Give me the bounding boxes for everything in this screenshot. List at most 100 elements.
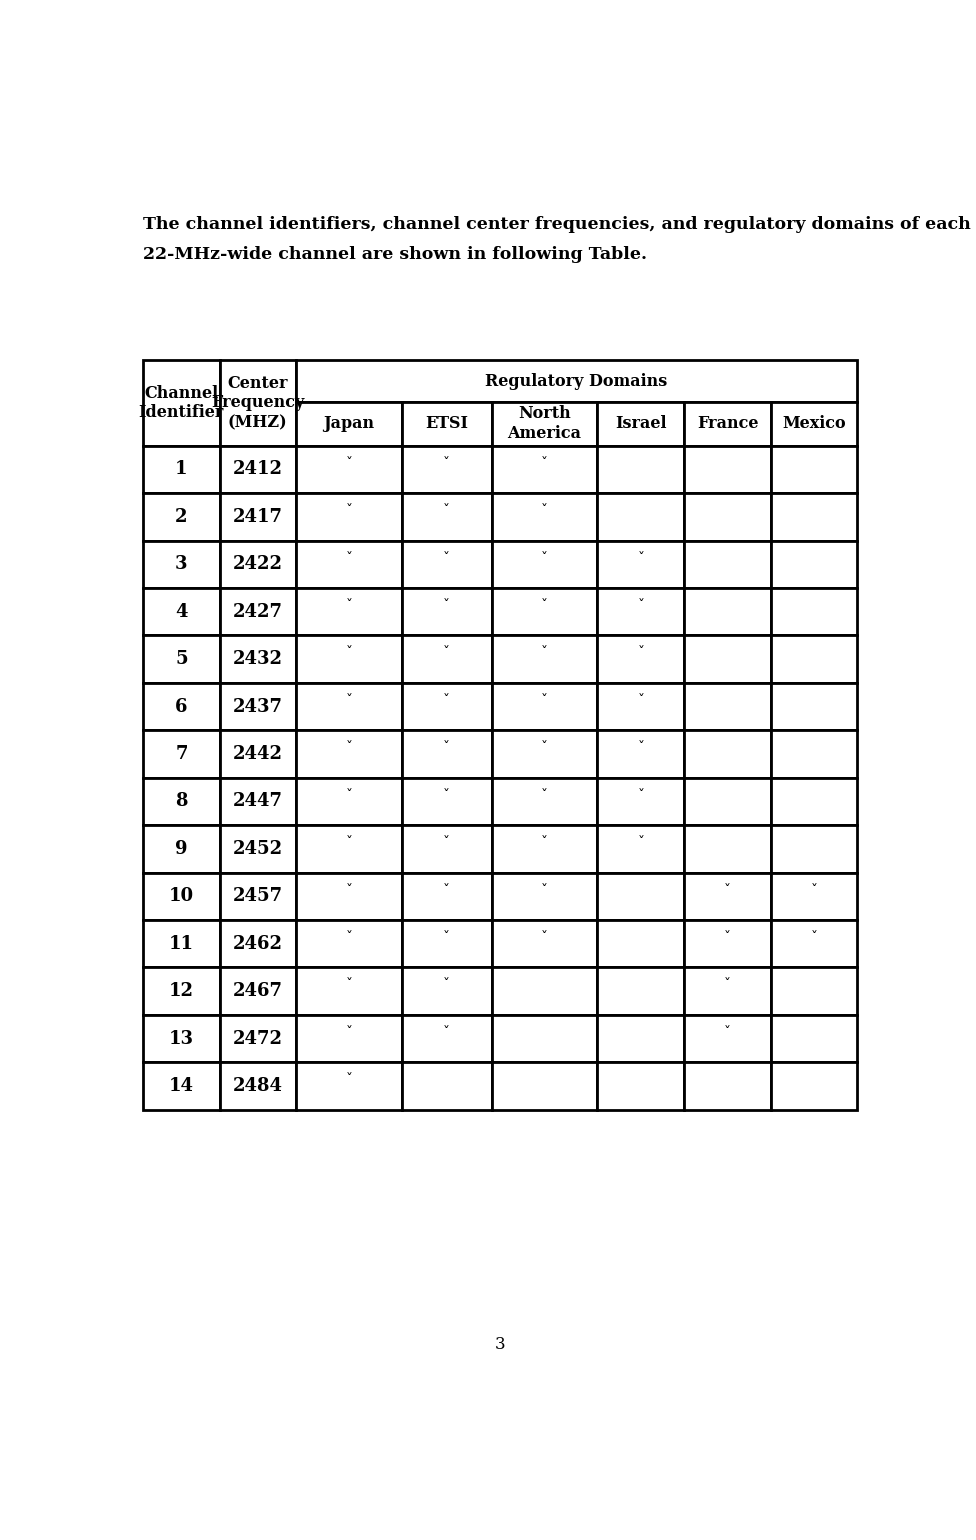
Text: 2432: 2432 (233, 650, 283, 668)
Text: ˇ: ˇ (637, 836, 644, 850)
Bar (220, 778, 296, 825)
Bar (143, 825, 220, 873)
Bar (296, 402, 402, 445)
Text: ˇ: ˇ (637, 741, 644, 755)
Text: ˇ: ˇ (810, 932, 818, 946)
Bar (771, 445, 857, 493)
Text: 2437: 2437 (233, 698, 283, 716)
Text: France: France (697, 416, 758, 433)
Bar (220, 730, 296, 778)
Bar (771, 402, 857, 445)
Bar (296, 445, 402, 493)
Bar (296, 967, 402, 1015)
Text: ˇ: ˇ (443, 504, 450, 517)
Text: 8: 8 (175, 793, 187, 810)
Bar (492, 730, 597, 778)
Bar (220, 967, 296, 1015)
Text: ˇ: ˇ (637, 647, 644, 661)
Text: 3: 3 (175, 556, 187, 573)
Text: ˇ: ˇ (637, 788, 644, 802)
Bar (402, 825, 492, 873)
Bar (684, 778, 771, 825)
Text: 3: 3 (495, 1337, 506, 1354)
Text: North
America: North America (508, 405, 582, 442)
Bar (597, 636, 684, 682)
Text: ˇ: ˇ (443, 788, 450, 802)
Bar (296, 825, 402, 873)
Text: ˇ: ˇ (443, 551, 450, 565)
Bar (402, 588, 492, 636)
Text: 1: 1 (175, 460, 187, 479)
Bar (492, 919, 597, 967)
Bar (402, 445, 492, 493)
Bar (220, 493, 296, 541)
Bar (597, 730, 684, 778)
Bar (296, 636, 402, 682)
Text: 11: 11 (169, 935, 194, 953)
Bar (771, 636, 857, 682)
Bar (597, 825, 684, 873)
Text: Mexico: Mexico (782, 416, 846, 433)
Text: 2462: 2462 (233, 935, 283, 953)
Bar (402, 873, 492, 919)
Text: 2: 2 (175, 508, 187, 525)
Text: ˇ: ˇ (346, 836, 352, 850)
Bar (220, 360, 296, 445)
Bar (771, 1063, 857, 1110)
Bar (597, 682, 684, 730)
Bar (143, 730, 220, 778)
Text: 2457: 2457 (232, 887, 283, 906)
Bar (220, 873, 296, 919)
Text: 2412: 2412 (233, 460, 283, 479)
Bar (492, 873, 597, 919)
Text: ETSI: ETSI (426, 416, 468, 433)
Bar (143, 1015, 220, 1063)
Text: Japan: Japan (323, 416, 375, 433)
Bar (492, 445, 597, 493)
Text: 13: 13 (169, 1030, 194, 1047)
Bar (597, 541, 684, 588)
Text: ˇ: ˇ (346, 932, 352, 946)
Bar (771, 1015, 857, 1063)
Bar (143, 636, 220, 682)
Bar (296, 360, 857, 402)
Bar (771, 873, 857, 919)
Bar (296, 730, 402, 778)
Text: 6: 6 (175, 698, 187, 716)
Bar (143, 493, 220, 541)
Text: ˇ: ˇ (443, 978, 450, 992)
Text: ˇ: ˇ (724, 932, 731, 946)
Text: ˇ: ˇ (541, 599, 548, 613)
Bar (143, 682, 220, 730)
Bar (771, 967, 857, 1015)
Bar (684, 730, 771, 778)
Bar (402, 402, 492, 445)
Bar (143, 588, 220, 636)
Bar (492, 1015, 597, 1063)
Text: ˇ: ˇ (541, 695, 548, 708)
Text: 2442: 2442 (233, 745, 283, 762)
Bar (143, 778, 220, 825)
Bar (220, 636, 296, 682)
Text: ˇ: ˇ (443, 599, 450, 613)
Bar (597, 588, 684, 636)
Text: ˇ: ˇ (443, 695, 450, 708)
Text: ˇ: ˇ (346, 551, 352, 565)
Text: 7: 7 (175, 745, 187, 762)
Text: ˇ: ˇ (443, 1026, 450, 1040)
Text: 2452: 2452 (232, 839, 283, 858)
Text: ˇ: ˇ (346, 741, 352, 755)
Bar (402, 1063, 492, 1110)
Text: 2417: 2417 (233, 508, 283, 525)
Bar (402, 1015, 492, 1063)
Bar (143, 360, 220, 445)
Text: 2484: 2484 (233, 1076, 283, 1095)
Bar (771, 730, 857, 778)
Bar (597, 493, 684, 541)
Bar (402, 730, 492, 778)
Bar (296, 919, 402, 967)
Bar (220, 919, 296, 967)
Text: ˇ: ˇ (541, 504, 548, 517)
Text: 10: 10 (169, 887, 194, 906)
Text: ˇ: ˇ (443, 647, 450, 661)
